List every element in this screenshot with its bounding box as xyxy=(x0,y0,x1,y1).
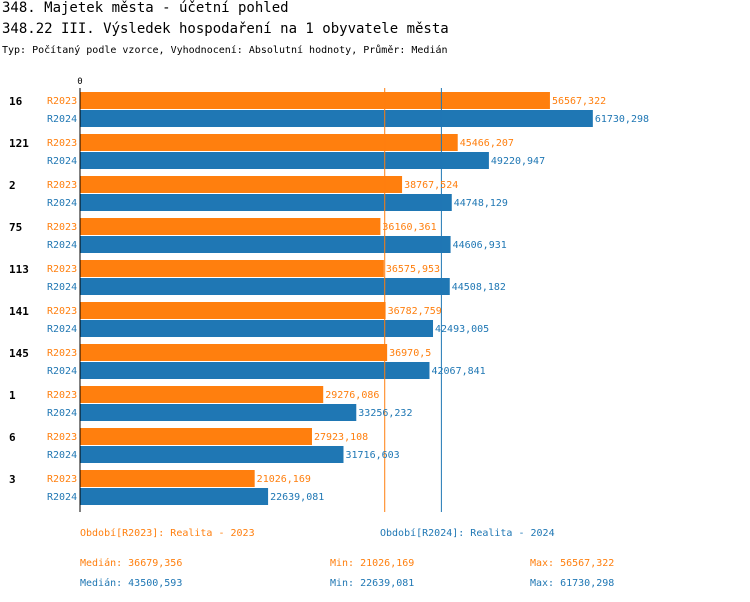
bar-r2023-145 xyxy=(80,344,388,361)
bar-r2024-6 xyxy=(80,446,344,463)
series-label: R2024 xyxy=(47,492,77,503)
series-label: R2023 xyxy=(47,348,77,359)
series-label: R2023 xyxy=(47,306,77,317)
bar-r2024-141 xyxy=(80,320,434,337)
axis-zero-label: 0 xyxy=(77,77,82,87)
value-label: 36782,759 xyxy=(388,306,442,317)
legend-r2024: Období[R2024]: Realita - 2024 xyxy=(380,528,555,539)
stat-r2023-min: Min: 21026,169 xyxy=(330,558,415,569)
value-label: 29276,086 xyxy=(325,390,379,401)
series-label: R2024 xyxy=(47,282,77,293)
value-label: 36970,5 xyxy=(389,348,431,359)
category-label: 16 xyxy=(9,95,23,108)
series-label: R2023 xyxy=(47,264,77,275)
category-label: 6 xyxy=(9,431,16,444)
bar-r2023-141 xyxy=(80,302,386,319)
value-label: 45466,207 xyxy=(460,138,514,149)
bar-r2024-113 xyxy=(80,278,450,295)
bar-r2024-75 xyxy=(80,236,451,253)
series-label: R2023 xyxy=(47,474,77,485)
series-label: R2024 xyxy=(47,324,77,335)
value-label: 38767,524 xyxy=(404,180,458,191)
series-label: R2023 xyxy=(47,96,77,107)
series-label: R2023 xyxy=(47,390,77,401)
stat-r2023-max: Max: 56567,322 xyxy=(530,558,615,569)
value-label: 27923,108 xyxy=(314,432,368,443)
series-label: R2023 xyxy=(47,138,77,149)
bars-layer xyxy=(80,92,593,505)
bar-r2024-3 xyxy=(80,488,269,505)
value-label: 44748,129 xyxy=(454,198,508,209)
bar-r2024-2 xyxy=(80,194,452,211)
value-label: 44606,931 xyxy=(453,240,507,251)
value-label: 36575,953 xyxy=(386,264,440,275)
category-label: 75 xyxy=(9,221,22,234)
series-label: R2023 xyxy=(47,180,77,191)
value-label: 49220,947 xyxy=(491,156,545,167)
bar-r2023-3 xyxy=(80,470,255,487)
median-lines xyxy=(384,88,442,512)
value-label: 21026,169 xyxy=(257,474,311,485)
category-label: 2 xyxy=(9,179,16,192)
value-label: 36160,361 xyxy=(382,222,436,233)
value-label: 56567,322 xyxy=(552,96,606,107)
series-label: R2024 xyxy=(47,450,77,461)
page-title: 348. Majetek města - účetní pohled xyxy=(2,0,289,16)
series-label: R2023 xyxy=(47,432,77,443)
chart-info: Typ: Počítaný podle vzorce, Vyhodnocení:… xyxy=(2,45,448,56)
chart-title: 348.22 III. Výsledek hospodaření na 1 ob… xyxy=(2,21,449,37)
value-label: 42493,005 xyxy=(435,324,489,335)
bar-r2024-121 xyxy=(80,152,489,169)
series-label: R2024 xyxy=(47,240,77,251)
stat-r2023-median: Medián: 36679,356 xyxy=(80,558,183,569)
bar-r2023-1 xyxy=(80,386,324,403)
value-label: 44508,182 xyxy=(452,282,506,293)
bar-r2024-16 xyxy=(80,110,593,127)
series-label: R2023 xyxy=(47,222,77,233)
series-label: R2024 xyxy=(47,198,77,209)
bar-r2023-16 xyxy=(80,92,550,109)
legend-r2023: Období[R2023]: Realita - 2023 xyxy=(80,528,255,539)
value-label: 42067,841 xyxy=(431,366,485,377)
bar-r2024-1 xyxy=(80,404,357,421)
bar-r2023-6 xyxy=(80,428,312,445)
category-label: 1 xyxy=(9,389,16,402)
bar-r2023-75 xyxy=(80,218,381,235)
category-label: 141 xyxy=(9,305,29,318)
stat-r2024-min: Min: 22639,081 xyxy=(330,578,415,589)
bar-r2023-121 xyxy=(80,134,458,151)
stat-r2024-median: Medián: 43500,593 xyxy=(80,578,183,589)
category-label: 145 xyxy=(9,347,29,360)
category-label: 113 xyxy=(9,263,29,276)
series-label: R2024 xyxy=(47,114,77,125)
category-label: 3 xyxy=(9,473,16,486)
bar-r2023-113 xyxy=(80,260,384,277)
value-label: 61730,298 xyxy=(595,114,649,125)
series-label: R2024 xyxy=(47,366,77,377)
bar-r2024-145 xyxy=(80,362,430,379)
category-label: 121 xyxy=(9,137,29,150)
series-label: R2024 xyxy=(47,408,77,419)
stat-r2024-max: Max: 61730,298 xyxy=(530,578,615,589)
value-label: 31716,603 xyxy=(345,450,399,461)
bar-r2023-2 xyxy=(80,176,403,193)
series-label: R2024 xyxy=(47,156,77,167)
value-label: 33256,232 xyxy=(358,408,412,419)
value-label: 22639,081 xyxy=(270,492,324,503)
